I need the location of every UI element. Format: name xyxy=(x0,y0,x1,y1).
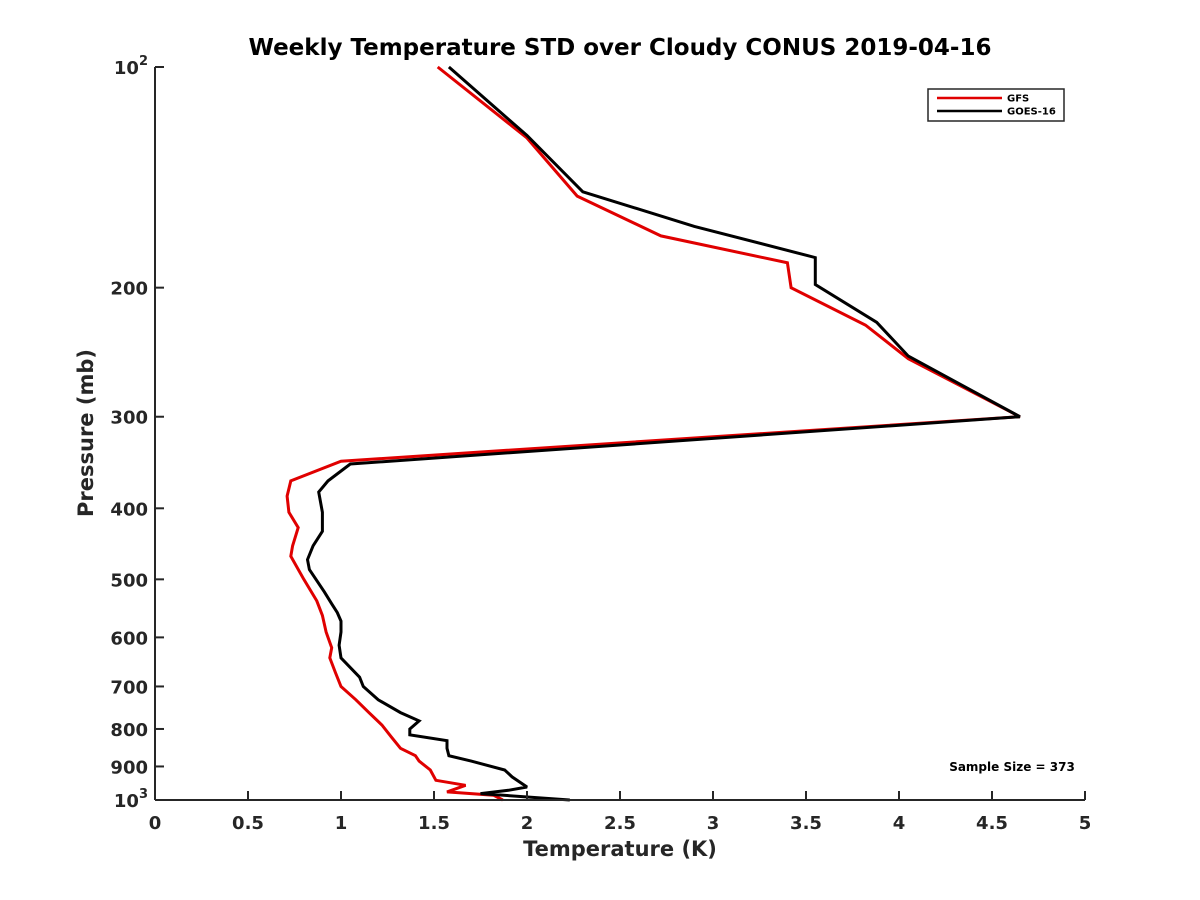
y-tick-label: 900 xyxy=(110,757,148,778)
y-tick-label: 600 xyxy=(110,628,148,649)
legend: GFS GOES-16 xyxy=(928,89,1064,121)
legend-label-goes16: GOES-16 xyxy=(1007,107,1056,118)
y-tick-label: 400 xyxy=(110,499,148,520)
x-tick-label: 3.5 xyxy=(790,813,822,834)
x-tick-label: 0 xyxy=(149,813,162,834)
y-tick-label: 300 xyxy=(110,408,148,429)
y-tick-label: 800 xyxy=(110,720,148,741)
y-tick-label: 200 xyxy=(110,279,148,300)
x-tick-label: 3 xyxy=(707,813,720,834)
x-tick-label: 4.5 xyxy=(976,813,1008,834)
sample-size-annotation: Sample Size = 373 xyxy=(949,760,1075,774)
x-tick-label: 1 xyxy=(335,813,348,834)
legend-label-gfs: GFS xyxy=(1007,94,1029,105)
x-tick-label: 2.5 xyxy=(604,813,636,834)
y-tick-label: 700 xyxy=(110,677,148,698)
x-tick-label: 4 xyxy=(893,813,906,834)
x-tick-label: 2 xyxy=(521,813,534,834)
y-tick-label: 500 xyxy=(110,570,148,591)
y-axis-label: Pressure (mb) xyxy=(74,349,98,517)
chart-title: Weekly Temperature STD over Cloudy CONUS… xyxy=(249,35,992,61)
x-tick-label: 0.5 xyxy=(232,813,264,834)
chart: Weekly Temperature STD over Cloudy CONUS… xyxy=(0,0,1200,900)
x-tick-label: 5 xyxy=(1079,813,1092,834)
x-tick-label: 1.5 xyxy=(418,813,450,834)
x-axis-label: Temperature (K) xyxy=(523,837,717,861)
